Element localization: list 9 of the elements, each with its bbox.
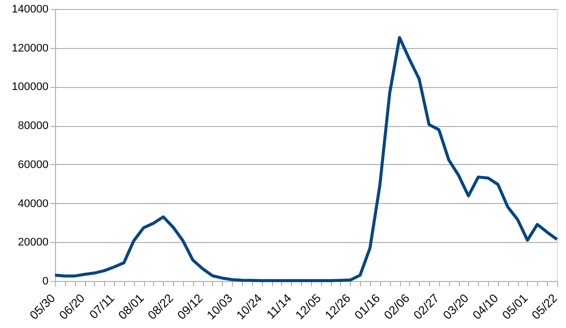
y-tick-label: 80000 bbox=[18, 120, 48, 132]
y-tick-label: 20000 bbox=[18, 236, 48, 249]
y-tick-label: 60000 bbox=[18, 158, 48, 171]
y-tick-label: 0 bbox=[42, 276, 48, 288]
y-tick-label: 40000 bbox=[18, 198, 48, 210]
line-series bbox=[54, 36, 558, 282]
y-tick-label: 120000 bbox=[12, 42, 48, 54]
y-tick-label: 140000 bbox=[12, 4, 48, 16]
y-tick-label: 100000 bbox=[12, 81, 48, 94]
